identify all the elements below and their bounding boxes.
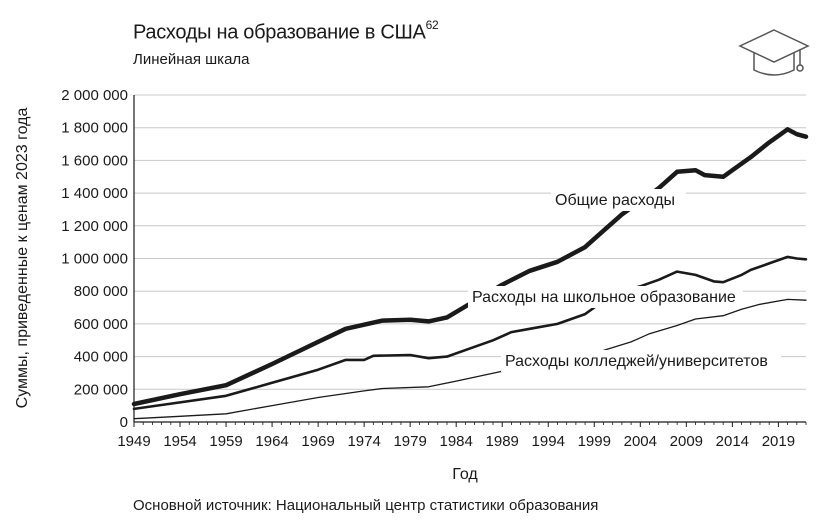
annotation-college: Расходы колледжей/университетов [505, 353, 768, 370]
x-tick-label: 1999 [578, 433, 611, 450]
series-line-school [132, 255, 808, 411]
annotation-total: Общие расходы [555, 192, 675, 209]
x-tick-label: 1989 [486, 433, 519, 450]
x-tick-label: 1994 [532, 433, 565, 450]
x-tick-label: 2004 [624, 433, 657, 450]
x-tick-label: 1954 [163, 433, 196, 450]
y-tick-label: 400 000 [74, 349, 128, 366]
y-axis-label: Суммы, приведенные к ценам 2023 года [14, 108, 31, 409]
series-lines [131, 127, 809, 420]
x-axis-label: Год [452, 466, 478, 483]
y-tick-label: 1 600 000 [61, 152, 128, 169]
x-tick-label: 2014 [716, 433, 749, 450]
x-tick-label: 2009 [670, 433, 703, 450]
y-tick-label: 1 000 000 [61, 251, 128, 268]
x-tick-label: 1979 [393, 433, 426, 450]
annotation-backdrop [551, 189, 686, 211]
chart-subtitle: Линейная шкала [133, 51, 250, 68]
y-tick-label: 600 000 [74, 316, 128, 333]
x-tick-label: 1959 [209, 433, 242, 450]
y-tick-label: 2 000 000 [61, 87, 128, 104]
graduation-cap-icon [738, 29, 810, 76]
annotation-backdrop [468, 286, 743, 308]
x-tick-label: 2019 [762, 433, 795, 450]
title-footnote: 62 [425, 18, 439, 32]
y-tick-label: 800 000 [74, 283, 128, 300]
series-annotations: Общие расходы Расходы на школьное образов… [468, 189, 781, 372]
y-tick-label: 0 [120, 414, 128, 431]
y-tick-labels: 0 200 000 400 000 600 000 800 000 1 000 000 1 … [61, 87, 128, 431]
source-note: Основной источник: Национальный центр ст… [133, 497, 599, 514]
y-tick-label: 1 800 000 [61, 120, 128, 137]
x-tick-label: 1969 [301, 433, 334, 450]
x-tick-label: 1984 [440, 433, 473, 450]
grid-lines [134, 94, 806, 390]
chart-title-text: Расходы на образование в США [133, 21, 426, 44]
x-tick-labels: 1949 1954 1959 1964 1969 1974 1979 1984 1989 1994… [117, 433, 795, 450]
y-tick-label: 200 000 [74, 381, 128, 398]
chart-title: Расходы на образование в США62 [133, 18, 439, 45]
y-tick-label: 1 400 000 [61, 185, 128, 202]
series-line-total [131, 127, 809, 407]
x-tick-label: 1949 [117, 433, 150, 450]
axes [133, 95, 807, 427]
y-tick-label: 1 200 000 [61, 218, 128, 235]
annotation-backdrop [501, 350, 781, 372]
annotation-school: Расходы на школьное образование [472, 289, 736, 306]
x-tick-label: 1974 [347, 433, 380, 450]
x-tick-label: 1964 [255, 433, 288, 450]
